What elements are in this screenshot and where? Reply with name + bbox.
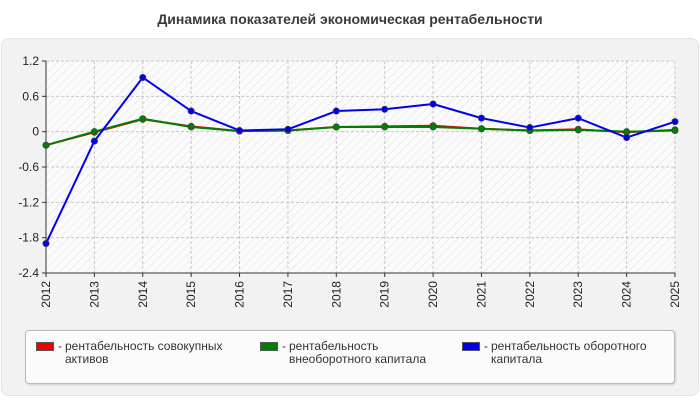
series-line-2 — [45, 76, 676, 244]
legend-dash: - — [58, 339, 62, 353]
data-point-1 — [90, 128, 98, 136]
data-point-1 — [671, 126, 679, 134]
x-tick-label: 2013 — [87, 281, 101, 308]
data-point-1 — [429, 123, 437, 131]
data-point-2 — [187, 107, 195, 115]
x-tick-label: 2018 — [329, 281, 343, 308]
data-point-1 — [332, 123, 340, 131]
legend-label-line1: рентабельность совокупных — [65, 339, 223, 353]
legend-label-line1: рентабельность — [289, 339, 379, 353]
data-point-1 — [381, 123, 389, 131]
y-tick-label: -0.6 — [18, 160, 39, 174]
data-point-1 — [477, 125, 485, 133]
x-tick-label: 2023 — [571, 281, 585, 308]
series-line-1 — [45, 117, 676, 147]
legend-dash: - — [282, 339, 286, 353]
data-point-1 — [42, 141, 50, 149]
series-layer — [42, 73, 679, 248]
data-point-1 — [574, 126, 582, 134]
grid — [45, 60, 676, 274]
x-tick-label: 2012 — [39, 281, 53, 308]
y-tick-label: -2.4 — [18, 266, 39, 280]
plot-area-hatch — [46, 61, 675, 273]
x-tick-label: 2021 — [474, 281, 488, 308]
data-point-1 — [187, 123, 195, 131]
legend: - рентабельность совокупных активов - ре… — [25, 330, 675, 384]
data-point-2 — [284, 125, 292, 133]
legend-swatch-green — [260, 342, 278, 351]
legend-item-working-capital[interactable]: - рентабельность оборотного капитала — [462, 340, 647, 366]
data-point-2 — [623, 134, 631, 142]
x-tick-label: 2014 — [136, 281, 150, 308]
data-point-2 — [236, 126, 244, 134]
legend-swatch-red — [36, 342, 54, 351]
legend-item-non-current-capital[interactable]: - рентабельность внеоборотного капитала — [260, 340, 426, 366]
x-tick-label: 2016 — [233, 281, 247, 308]
data-point-2 — [90, 137, 98, 145]
legend-label-line1: рентабельность оборотного — [491, 339, 647, 353]
legend-label-line2: активов — [65, 352, 109, 366]
x-tick-label: 2017 — [281, 281, 295, 308]
x-tick-label: 2022 — [523, 281, 537, 308]
y-tick-label: -1.2 — [18, 195, 39, 209]
data-point-2 — [139, 73, 147, 81]
x-tick-label: 2019 — [378, 281, 392, 308]
data-point-2 — [477, 114, 485, 122]
data-point-1 — [139, 115, 147, 123]
data-point-2 — [332, 107, 340, 115]
legend-swatch-blue — [462, 342, 480, 351]
legend-label-line2: внеоборотного капитала — [289, 352, 426, 366]
y-tick-label: 0.6 — [22, 89, 39, 103]
data-point-2 — [526, 124, 534, 132]
data-point-1 — [623, 128, 631, 136]
legend-dash: - — [484, 339, 488, 353]
x-tick-label: 2015 — [184, 281, 198, 308]
data-point-2 — [42, 240, 50, 248]
legend-label-line2: капитала — [491, 352, 543, 366]
x-tick-label: 2024 — [620, 281, 634, 308]
y-tick-label: 1.2 — [22, 54, 39, 68]
y-tick-label: -1.8 — [18, 231, 39, 245]
legend-item-total-assets[interactable]: - рентабельность совокупных активов — [36, 340, 223, 366]
data-point-2 — [381, 105, 389, 113]
data-point-2 — [574, 114, 582, 122]
chart-title: Динамика показателей экономическая рента… — [157, 11, 543, 27]
x-tick-label: 2025 — [668, 281, 682, 308]
data-point-2 — [429, 100, 437, 108]
data-point-2 — [671, 118, 679, 126]
y-tick-label: 0 — [32, 125, 39, 139]
x-tick-label: 2020 — [426, 281, 440, 308]
